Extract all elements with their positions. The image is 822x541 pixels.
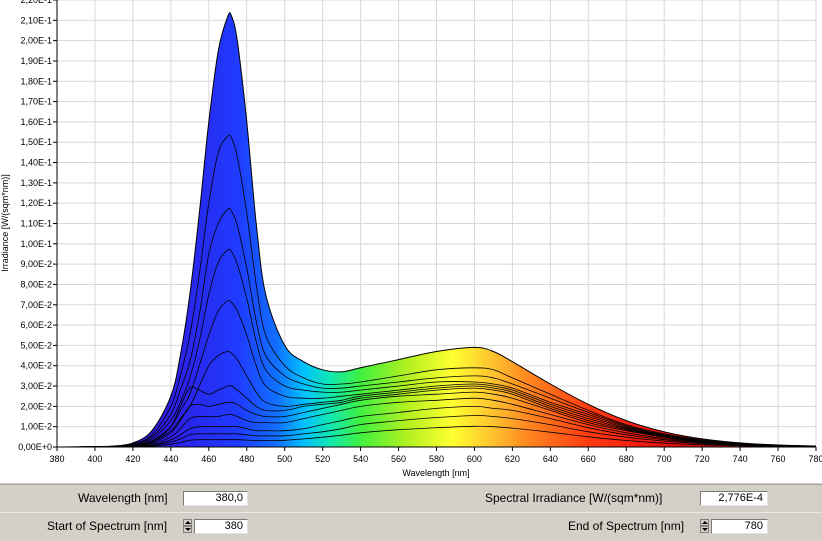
spectral-irradiance-label: Spectral Irradiance [W/(sqm*nm)] — [485, 491, 663, 505]
spectrum-curve-7 — [56, 385, 817, 448]
range-panel: Start of Spectrum [nm] 380 End of Spectr… — [0, 512, 822, 541]
wavelength-field[interactable]: 380,0 — [183, 491, 248, 506]
y-tick-label: 3,00E-2 — [20, 381, 52, 391]
y-tick-label: 6,00E-2 — [20, 320, 52, 330]
y-tick-label: 1,90E-1 — [20, 56, 52, 66]
y-tick-label: 8,00E-2 — [20, 279, 52, 289]
spectrum-curve-8 — [56, 391, 817, 448]
y-tick-label: 7,00E-2 — [20, 300, 52, 310]
y-tick-label: 4,00E-2 — [20, 361, 52, 371]
y-tick-label: 1,30E-1 — [20, 178, 52, 188]
x-tick-label: 780 — [808, 454, 822, 464]
start-of-spectrum-label: Start of Spectrum [nm] — [47, 519, 168, 533]
x-tick-label: 480 — [239, 454, 254, 464]
y-tick-label: 0,00E+0 — [18, 442, 52, 452]
spectrum-curve-1 — [56, 12, 817, 448]
spectrum-curve-11 — [57, 415, 817, 448]
x-tick-label: 600 — [467, 454, 482, 464]
end-of-spectrum-label: End of Spectrum [nm] — [568, 519, 685, 533]
end-of-spectrum-field[interactable]: 780 — [711, 519, 768, 534]
y-tick-label: 1,40E-1 — [20, 158, 52, 168]
spectrum-curve-10 — [56, 405, 817, 448]
y-tick-label: 2,10E-1 — [20, 15, 52, 25]
spectrum-curve-4 — [56, 248, 817, 448]
x-tick-label: 620 — [505, 454, 520, 464]
start-of-spectrum-field[interactable]: 380 — [194, 519, 248, 534]
start-spin-down-icon[interactable] — [183, 526, 192, 533]
x-tick-label: 660 — [581, 454, 596, 464]
spectrum-chart: 380 400 420 440 460 480 500 520 540 560 580 600 620 6… — [0, 0, 822, 483]
y-tick-label: 2,00E-2 — [20, 401, 52, 411]
y-tick-label: 1,20E-1 — [20, 198, 52, 208]
x-tick-label: 500 — [277, 454, 292, 464]
x-tick-label: 720 — [695, 454, 710, 464]
y-tick-label: 5,00E-2 — [20, 340, 52, 350]
spectrum-curve-5 — [56, 299, 817, 448]
spectrum-chart-svg: 380 400 420 440 460 480 500 520 540 560 580 600 620 6… — [0, 0, 822, 478]
spectrum-curve-6 — [56, 351, 817, 448]
start-spinner[interactable] — [183, 519, 192, 534]
x-tick-label: 560 — [391, 454, 406, 464]
y-tick-label: 1,80E-1 — [20, 76, 52, 86]
spectrum-fill — [57, 12, 816, 448]
y-tick-label: 1,70E-1 — [20, 97, 52, 107]
x-tick-label: 700 — [657, 454, 672, 464]
spectrum-curve-12 — [57, 425, 817, 448]
x-tick-label: 400 — [87, 454, 102, 464]
y-tick-label: 1,00E-2 — [20, 422, 52, 432]
y-tick-labels: 0,00E+0 1,00E-2 2,00E-2 3,00E-2 4,00E-2 5,00E… — [18, 0, 52, 452]
y-axis-label: Irradiance [W/(sqm*nm)] — [0, 174, 10, 272]
end-spin-down-icon[interactable] — [700, 526, 709, 533]
x-tick-label: 420 — [125, 454, 140, 464]
spectrum-curve-3 — [56, 207, 817, 448]
y-tick-label: 2,00E-1 — [20, 36, 52, 46]
y-tick-label: 1,50E-1 — [20, 137, 52, 147]
y-tick-label: 1,10E-1 — [20, 219, 52, 229]
x-axis-label: Wavelength [nm] — [402, 468, 469, 478]
readout-panel: Wavelength [nm] 380,0 Spectral Irradianc… — [0, 484, 822, 513]
x-tick-label: 640 — [543, 454, 558, 464]
x-tick-label: 520 — [315, 454, 330, 464]
spectrum-curve-2 — [56, 134, 817, 448]
spectral-irradiance-field[interactable]: 2,776E-4 — [700, 491, 768, 506]
x-tick-label: 580 — [429, 454, 444, 464]
end-spin-up-icon[interactable] — [700, 519, 709, 526]
x-tick-label: 740 — [733, 454, 748, 464]
y-tick-label: 1,00E-1 — [20, 239, 52, 249]
x-tick-label: 440 — [163, 454, 178, 464]
x-tick-label: 460 — [201, 454, 216, 464]
y-tick-label: 2,20E-1 — [20, 0, 52, 5]
y-tick-label: 9,00E-2 — [20, 259, 52, 269]
spectrum-area — [57, 12, 816, 448]
x-tick-label: 540 — [353, 454, 368, 464]
x-tick-label: 380 — [49, 454, 64, 464]
x-tick-labels: 380 400 420 440 460 480 500 520 540 560 580 600 620 6… — [49, 454, 822, 464]
x-tick-label: 760 — [771, 454, 786, 464]
start-spin-up-icon[interactable] — [183, 519, 192, 526]
end-spinner[interactable] — [700, 519, 709, 534]
y-tick-label: 1,60E-1 — [20, 117, 52, 127]
wavelength-label: Wavelength [nm] — [78, 491, 168, 505]
x-tick-label: 680 — [619, 454, 634, 464]
spectrum-curve-9 — [56, 397, 817, 448]
spectrum-curves — [56, 12, 817, 448]
